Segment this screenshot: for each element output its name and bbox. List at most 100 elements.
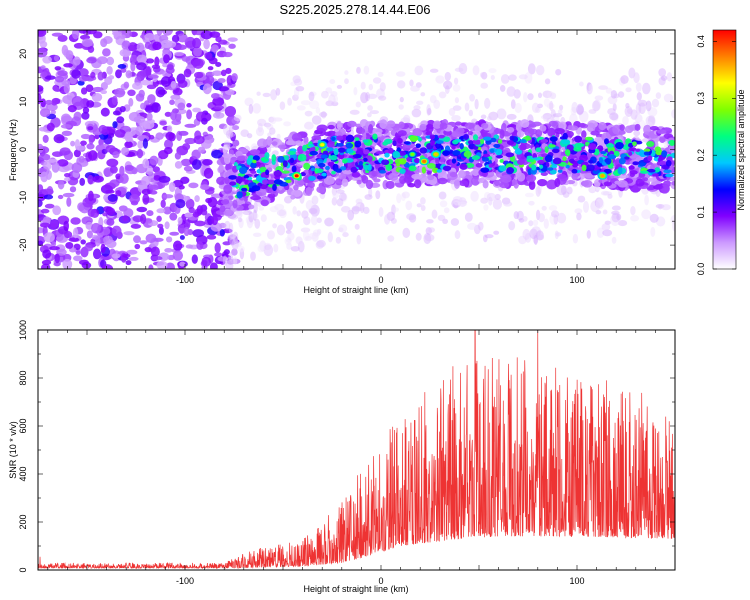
spectrogram-cell — [509, 89, 516, 96]
spectrogram-cell — [73, 255, 83, 262]
spectrogram-cell — [482, 136, 492, 141]
spectrogram-cell — [353, 87, 358, 96]
spectrogram-cell — [419, 123, 427, 131]
spectrogram-cell — [92, 86, 104, 93]
spectrogram-cell — [75, 145, 86, 151]
spectrogram-cell — [87, 208, 95, 218]
spectrogram-cell — [557, 109, 563, 115]
spectrogram-cell — [276, 224, 286, 236]
spectrogram-cell — [410, 152, 415, 156]
spectrogram-cell — [49, 246, 60, 251]
spectrogram-cell — [381, 159, 390, 166]
spectrogram-cell — [385, 163, 393, 171]
spectrogram-cell — [628, 147, 637, 152]
spectrogram-cell — [204, 52, 213, 60]
spectrogram-cell — [427, 174, 435, 181]
spectrogram-cell — [415, 143, 421, 149]
spectrogram-cell — [493, 143, 501, 148]
spectrogram-cell — [162, 194, 174, 199]
spectrogram-cell — [52, 205, 62, 216]
spectrogram-cell — [181, 56, 191, 62]
spectrogram-cell — [54, 75, 65, 83]
spectrogram-cell — [560, 185, 567, 195]
spectrogram-cell — [430, 140, 435, 146]
spectrogram-cell — [549, 136, 558, 142]
spectrogram-cell — [471, 176, 480, 186]
spectrogram-cell — [420, 92, 426, 97]
spectrogram-cell — [439, 200, 448, 208]
spectrogram-cell — [263, 244, 274, 257]
spectrogram-cell — [498, 165, 507, 172]
spectrogram-cell — [528, 220, 534, 227]
spectrogram-cell — [671, 109, 675, 119]
spectrogram-cell — [506, 140, 515, 146]
spectrogram-cell — [305, 186, 313, 197]
spectrogram-cell — [443, 207, 450, 214]
spectrogram-cell — [663, 93, 674, 103]
spectrogram-cell — [285, 221, 293, 231]
spectrogram-cell — [86, 143, 95, 150]
spectrogram-cell — [638, 102, 646, 115]
spectrogram-cell — [416, 203, 422, 208]
spectrogram-cell — [304, 121, 314, 130]
spectrogram-cell — [354, 137, 360, 141]
spectrogram-cell — [154, 56, 160, 67]
spectrogram-cell — [87, 45, 95, 53]
spectrogram-cell — [579, 81, 584, 87]
spectrogram-cell — [463, 150, 472, 158]
colorbar: 0.0 0.1 0.2 0.3 0.4 Normalized spectral ampl… — [696, 29, 746, 275]
spectrogram-cell — [632, 161, 640, 166]
spectrogram-cell — [144, 246, 153, 253]
spectrogram-cell — [257, 118, 267, 127]
spectrogram-cell — [57, 194, 64, 200]
spectrogram-cell — [120, 67, 127, 73]
spectrogram-cell — [356, 234, 362, 245]
spectrogram-cell — [340, 205, 351, 213]
spectrogram-cell — [543, 218, 549, 229]
spectrogram-cell — [588, 83, 593, 95]
spectrogram-cell — [628, 151, 633, 156]
spectrogram-cell — [160, 39, 173, 49]
spectrogram-cell — [281, 170, 290, 174]
spectrogram-cell — [145, 218, 153, 224]
spectrogram-cell — [295, 85, 305, 92]
spectrogram-cell — [127, 42, 138, 52]
spectrogram-cell — [64, 177, 71, 182]
spectrogram-cell — [252, 159, 257, 164]
spectrogram-cell — [38, 143, 44, 154]
colorbar-tick-label: 0.4 — [696, 35, 706, 48]
spectrogram-cell — [273, 170, 282, 177]
spectrogram-cell — [484, 97, 491, 109]
spectrogram-cell — [238, 166, 248, 175]
spectrogram-cell — [201, 256, 212, 267]
spectrogram-cell — [228, 175, 238, 180]
spectrogram-cell — [482, 153, 491, 158]
spectrogram-cell — [291, 133, 302, 142]
spectrogram-cell — [363, 164, 369, 171]
spectrogram-cell — [535, 166, 541, 171]
spectrogram-cell — [611, 212, 620, 223]
spectrogram-cell — [474, 98, 479, 110]
spectrogram-cell — [409, 135, 418, 142]
spectrogram-cell — [100, 107, 110, 117]
spectrogram-cell — [568, 158, 575, 163]
spectrogram-cell — [354, 223, 360, 230]
colorbar-label: Normalized spectral amplitude — [736, 89, 746, 210]
spectrogram-cell — [231, 248, 238, 256]
spectrogram-cell — [78, 68, 89, 77]
spectrogram-cell — [590, 130, 600, 136]
spectrogram-cell — [221, 153, 234, 159]
spectrogram-cell — [510, 99, 516, 110]
spectrogram-cell — [436, 169, 443, 173]
spectrogram-cell — [535, 185, 541, 197]
spectrogram-cell — [310, 167, 315, 172]
spectrogram-cell — [327, 231, 333, 243]
spectrogram-cell — [124, 141, 133, 149]
spectrogram-cell — [385, 180, 395, 189]
spectrogram-cell — [336, 198, 344, 207]
spectrogram-cell — [540, 114, 551, 120]
spectrogram-cell — [437, 177, 448, 185]
spectrogram-cell — [115, 69, 122, 79]
spectrogram-cell — [90, 222, 102, 234]
spectrogram-cell — [68, 247, 77, 253]
